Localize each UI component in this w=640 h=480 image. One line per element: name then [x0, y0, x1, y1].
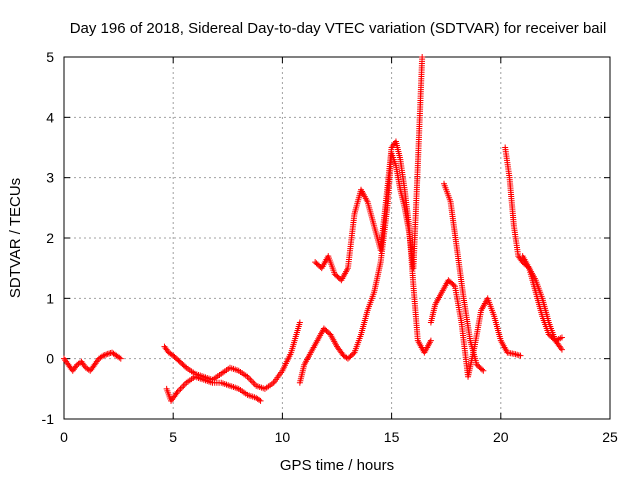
data-point — [350, 350, 357, 357]
y-tick-label: 5 — [46, 49, 54, 65]
data-point — [427, 337, 434, 344]
data-point — [419, 54, 426, 60]
data-point — [517, 352, 524, 359]
data-point — [558, 334, 565, 341]
data-point — [257, 397, 264, 404]
data-point — [558, 346, 565, 353]
data-point — [248, 378, 255, 385]
data-point — [180, 382, 187, 389]
x-tick-label: 15 — [384, 429, 400, 445]
x-tick-label: 10 — [275, 429, 291, 445]
data-point — [101, 352, 108, 359]
data-point — [103, 351, 110, 358]
data-point — [480, 367, 487, 374]
data-marks — [61, 54, 565, 404]
data-point — [85, 366, 92, 373]
y-tick-label: 2 — [46, 230, 54, 246]
y-axis-label: SDTVAR / TECUs — [7, 178, 24, 298]
data-point — [77, 359, 84, 366]
y-tick-label: 0 — [46, 351, 54, 367]
data-point — [245, 375, 252, 382]
data-point — [181, 381, 188, 388]
axes: 0 5 10 15 20 25 -1 0 1 2 3 4 5 — [42, 49, 618, 445]
data-point — [450, 282, 457, 289]
data-point — [247, 376, 254, 383]
x-tick-label: 25 — [602, 429, 618, 445]
x-axis-label: GPS time / hours — [280, 457, 394, 474]
grid-lines — [64, 57, 610, 419]
x-tick-label: 5 — [169, 429, 177, 445]
x-tick-label: 20 — [493, 429, 509, 445]
data-point — [116, 354, 123, 361]
data-point — [256, 396, 263, 403]
data-point — [178, 384, 185, 391]
data-point — [100, 352, 107, 359]
data-point — [181, 363, 188, 370]
y-tick-label: 3 — [46, 170, 54, 186]
chart-title: Day 196 of 2018, Sidereal Day-to-day VTE… — [70, 20, 607, 37]
data-point — [479, 366, 486, 373]
data-point — [117, 355, 124, 362]
y-tick-label: 1 — [46, 290, 54, 306]
y-tick-label: -1 — [42, 411, 55, 427]
data-point — [177, 385, 184, 392]
x-tick-label: 0 — [60, 429, 68, 445]
data-point — [250, 379, 257, 386]
y-tick-label: 4 — [46, 109, 54, 125]
data-point — [296, 319, 303, 326]
